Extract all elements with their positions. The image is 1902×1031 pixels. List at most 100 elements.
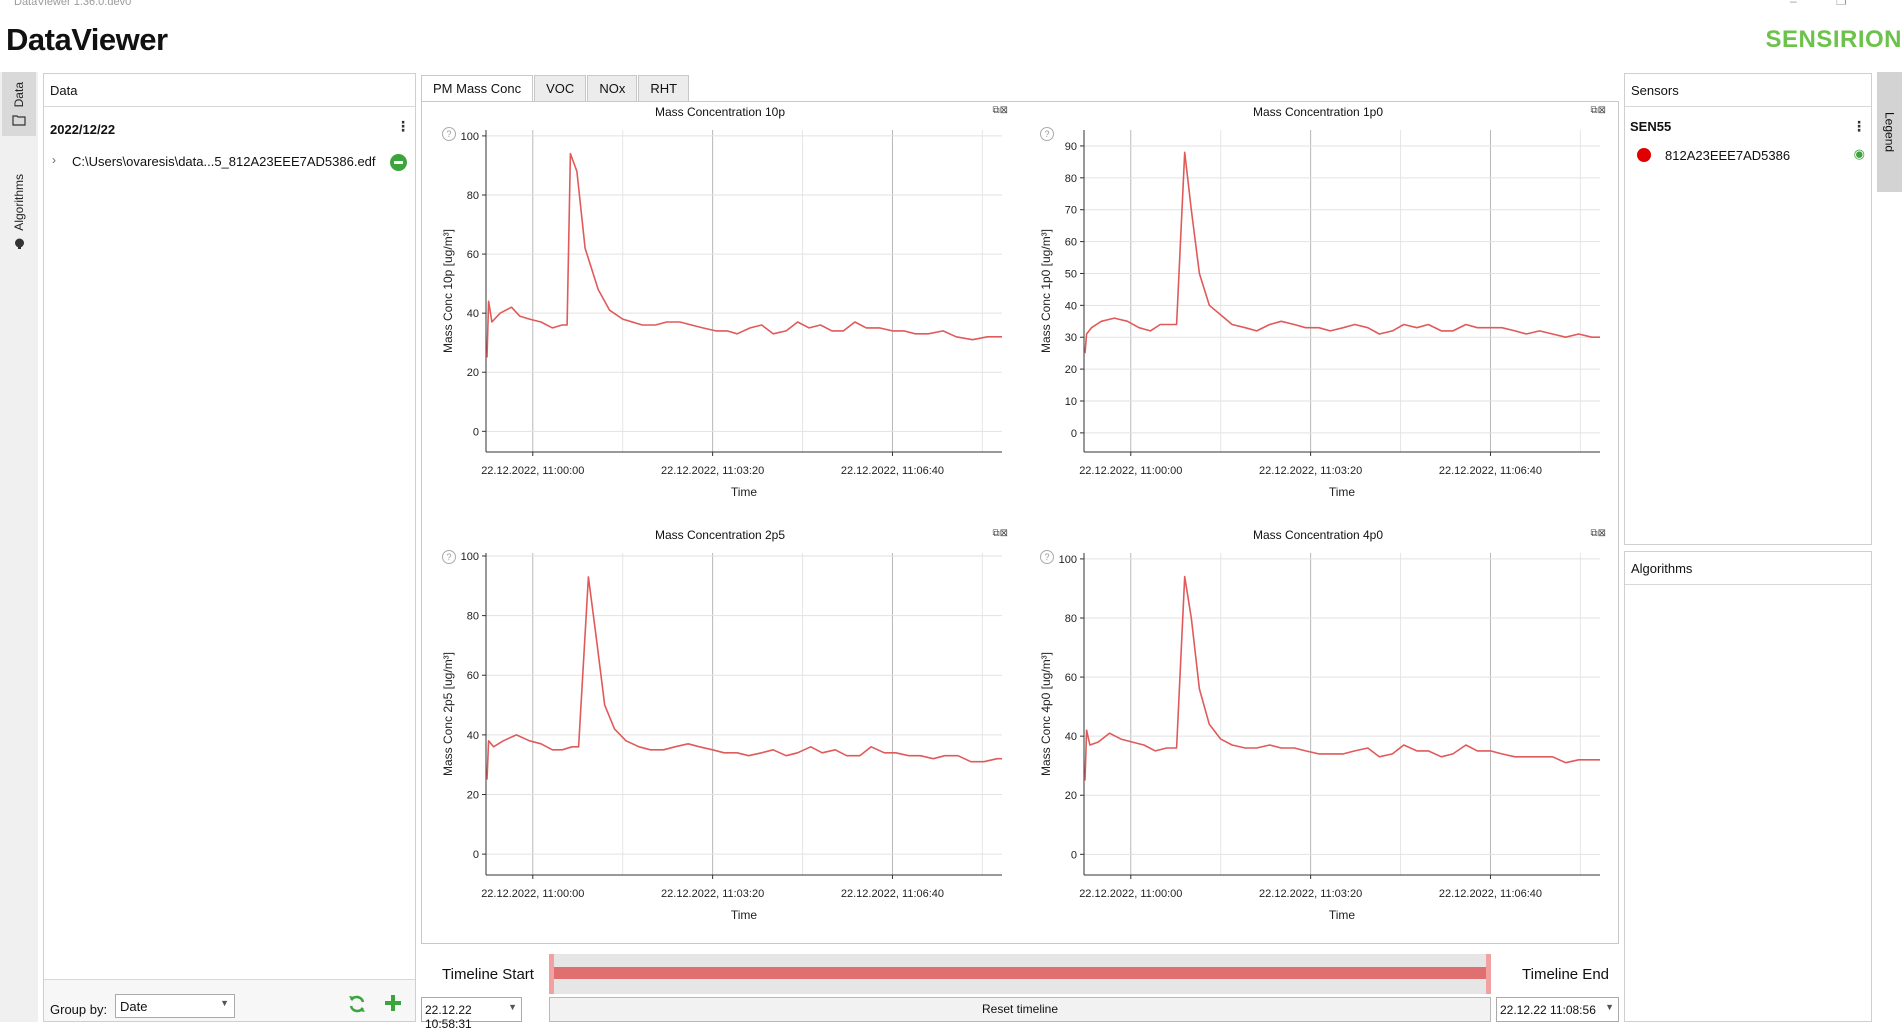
tab-legend-label: Legend [1882, 111, 1897, 153]
y-tick-label: 20 [1065, 364, 1077, 376]
help-icon[interactable]: ? [442, 550, 456, 564]
y-tick-label: 100 [461, 551, 479, 563]
y-tick-label: 100 [461, 131, 479, 143]
y-tick-label: 0 [473, 426, 479, 438]
algorithms-panel: Algorithms [1624, 551, 1872, 1022]
minimize-button[interactable]: – [1790, 0, 1797, 8]
x-tick-label: 22.12.2022, 11:06:40 [1439, 888, 1542, 900]
chart-window-buttons[interactable]: ⧉⊠ [1590, 105, 1606, 116]
timeline-end-field[interactable]: 22.12.22 11:08:56 ▼ [1496, 997, 1619, 1022]
window-title: DataViewer 1.36.0.dev0 [14, 0, 132, 8]
series-line [1084, 151, 1600, 354]
chart-title: Mass Concentration 10p [654, 105, 786, 119]
timeline-start-label: Timeline Start [442, 966, 534, 983]
x-tick-label: 22.12.2022, 11:00:00 [1079, 465, 1182, 477]
timeline-start-field[interactable]: 22.12.22 10:58:31 ▼ [421, 997, 522, 1031]
refresh-icon[interactable] [347, 994, 367, 1014]
y-tick-label: 60 [1065, 237, 1077, 249]
sensor-group-menu-button[interactable]: ⋮ [1852, 118, 1866, 134]
series-line [486, 576, 1002, 780]
y-tick-label: 20 [1065, 790, 1077, 802]
y-axis-label: Mass Conc 4p0 [ug/m³] [1039, 652, 1053, 776]
y-tick-label: 80 [467, 611, 479, 623]
group-by-value: Date [120, 999, 148, 1014]
y-tick-label: 0 [473, 849, 479, 861]
help-icon[interactable]: ? [1040, 127, 1054, 141]
algorithms-panel-title: Algorithms [1625, 552, 1871, 585]
sensor-color-dot[interactable] [1637, 148, 1651, 162]
group-by-label: Group by: [50, 1002, 108, 1017]
chart-svg: 0 20 40 60 80 100 22.12.2022, 11:00:00 22.12.20… [1039, 553, 1600, 922]
y-tick-label: 0 [1071, 849, 1077, 861]
chart-window-buttons[interactable]: ⧉⊠ [992, 528, 1008, 539]
app-header: DataViewer SENSIRION [0, 14, 1902, 64]
x-tick-label: 22.12.2022, 11:00:00 [481, 888, 584, 900]
y-tick-label: 100 [1059, 554, 1077, 566]
chart-window-buttons[interactable]: ⧉⊠ [1590, 528, 1606, 539]
y-tick-label: 50 [1065, 268, 1077, 280]
tab-rht[interactable]: RHT [638, 75, 690, 101]
chart-title: Mass Concentration 1p0 [1252, 105, 1384, 119]
tab-algorithms[interactable]: Algorithms [2, 162, 36, 262]
folder-icon [12, 115, 26, 126]
right-tab-strip: Legend [1877, 72, 1902, 1022]
group-by-select[interactable]: Date ▼ [115, 994, 235, 1018]
help-icon[interactable]: ? [442, 127, 456, 141]
sensor-group-label: SEN55 [1630, 119, 1672, 134]
chart-title: Mass Concentration 4p0 [1252, 528, 1384, 542]
data-group-menu-button[interactable]: ⋮ [396, 118, 410, 134]
chart-window-buttons[interactable]: ⧉⊠ [992, 105, 1008, 116]
timeline-end-value: 22.12.22 11:08:56 [1500, 1003, 1596, 1017]
chevron-down-icon[interactable]: ▼ [1605, 1002, 1614, 1012]
tab-nox[interactable]: NOx [587, 75, 638, 101]
group-by-bar: Group by: Date ▼ [44, 979, 415, 1021]
y-tick-label: 40 [1065, 731, 1077, 743]
y-tick-label: 40 [467, 730, 479, 742]
chart-svg: 0 20 40 60 80 100 22.12.2022, 11:00:00 22.12.20… [441, 130, 1002, 499]
timeline-end-label: Timeline End [1522, 966, 1609, 983]
tab-legend[interactable]: Legend [1877, 72, 1902, 192]
x-axis-label: Time [1329, 908, 1356, 922]
x-tick-label: 22.12.2022, 11:00:00 [1079, 888, 1182, 900]
chart-mass-conc-1p0: Mass Concentration 1p0 ⧉⊠? 0 10 20 30 40 50 60 70… [1020, 102, 1616, 522]
y-axis-label: Mass Conc 2p5 [ug/m³] [441, 652, 455, 776]
sensors-panel: Sensors SEN55 ⋮ 812A23EEE7AD5386 ◉ [1624, 73, 1872, 545]
maximize-button[interactable]: ❐ [1836, 0, 1847, 8]
y-tick-label: 30 [1065, 332, 1077, 344]
add-icon[interactable] [384, 994, 402, 1012]
chevron-down-icon[interactable]: ▼ [508, 1002, 517, 1012]
file-row[interactable]: › C:\Users\ovaresis\data...5_812A23EEE7A… [52, 153, 407, 173]
tab-data-label: Data [12, 82, 26, 108]
series-line [1084, 575, 1600, 781]
reset-timeline-button[interactable]: Reset timeline [549, 997, 1491, 1022]
chevron-down-icon: ▼ [220, 998, 229, 1008]
timeline-track[interactable] [549, 954, 1491, 994]
timeline-selection[interactable] [549, 967, 1491, 979]
chart-svg: 0 20 40 60 80 100 22.12.2022, 11:00:00 22.12.20… [441, 551, 1002, 922]
chart-svg: 0 10 20 30 40 50 60 70 80 90 22.12.2022, 11:00:00 2… [1039, 130, 1600, 499]
x-tick-label: 22.12.2022, 11:03:20 [1259, 888, 1362, 900]
chart-title: Mass Concentration 2p5 [654, 528, 786, 542]
x-tick-label: 22.12.2022, 11:06:40 [841, 465, 944, 477]
y-tick-label: 0 [1071, 428, 1077, 440]
x-axis-label: Time [731, 908, 758, 922]
chart-mass-conc-4p0: Mass Concentration 4p0 ⧉⊠? 0 20 40 60 80 100 22.… [1020, 525, 1616, 945]
sensor-row[interactable]: 812A23EEE7AD5386 ◉ [1625, 143, 1871, 165]
eye-icon[interactable]: ◉ [1853, 146, 1865, 161]
x-tick-label: 22.12.2022, 11:00:00 [481, 465, 584, 477]
tab-data[interactable]: Data [2, 72, 36, 136]
expand-chevron-icon[interactable]: › [52, 153, 56, 167]
timeline-start-handle[interactable] [549, 954, 554, 994]
y-tick-label: 60 [467, 670, 479, 682]
data-panel: Data 2022/12/22 ⋮ › C:\Users\ovaresis\da… [43, 73, 416, 1022]
app-title: DataViewer [6, 22, 168, 57]
tab-pm-mass-conc[interactable]: PM Mass Conc [421, 75, 534, 102]
timeline-end-handle[interactable] [1486, 954, 1491, 994]
tab-voc[interactable]: VOC [534, 75, 587, 101]
y-tick-label: 10 [1065, 396, 1077, 408]
y-tick-label: 40 [1065, 300, 1077, 312]
y-tick-label: 80 [467, 190, 479, 202]
help-icon[interactable]: ? [1040, 550, 1054, 564]
remove-file-icon[interactable] [390, 154, 407, 171]
series-line [486, 152, 1002, 358]
